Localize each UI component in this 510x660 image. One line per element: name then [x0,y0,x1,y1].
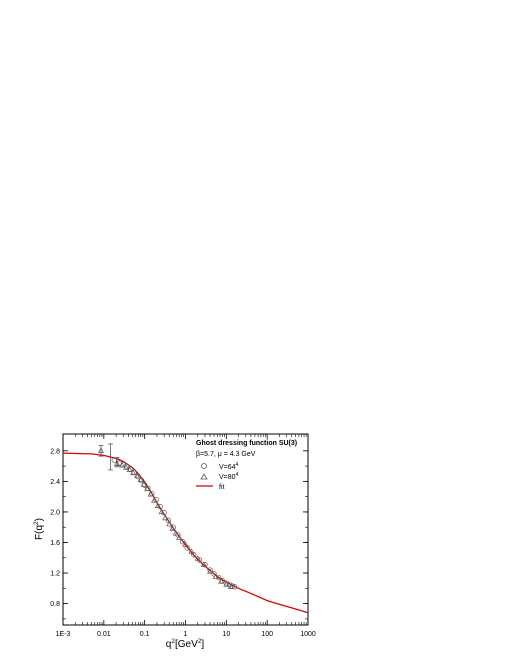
x-axis-label-sup1: 2 [171,638,175,645]
x-tick-label: 0.1 [140,631,150,638]
data-point-triangle [130,469,137,476]
data-point-triangle [144,485,151,492]
y-tick-label: 2.0 [50,509,60,516]
data-point-triangle [218,578,225,584]
legend-entry-v64-label: V=64 [219,464,236,471]
data-point-triangle [126,466,133,473]
y-axis-label: F(q2) [33,518,45,540]
data-point-triangle [162,514,169,521]
axis-ticks: 1E-3 0.01 0.1 1 10 100 1000 0.8 1.2 1.6 2.0 2.4 2.8 [50,434,316,638]
data-point-triangle [123,464,130,470]
data-markers [97,443,238,590]
data-point-circle [161,510,167,516]
data-point-circle [207,567,213,573]
y-tick-label: 2.4 [50,479,60,486]
data-point-circle [139,477,145,484]
data-point-triangle [140,481,147,487]
y-axis-label-end: ) [34,518,45,521]
x-tick-label: 0.01 [97,631,111,638]
y-tick-label: 2.8 [50,448,60,455]
x-tick-label: 1000 [300,631,316,638]
data-point-circle [170,524,176,530]
y-axis-label-base: F(q [34,525,45,540]
data-point-triangle [169,525,176,531]
data-point-triangle [207,568,214,574]
x-tick-label: 1E-3 [56,631,71,638]
fit-curve-group [62,452,309,614]
plot-frame [62,433,309,626]
x-axis-label-end: ] [201,639,204,650]
x-tick-label: 100 [261,631,273,638]
data-point-triangle [137,476,144,482]
y-axis-label-sup: 2 [33,521,40,525]
x-axis-label-base: q [166,639,172,650]
y-tick-label: 1.2 [50,571,60,578]
y-tick-label: 0.8 [50,601,60,608]
data-point-triangle [212,573,219,580]
y-tick-label: 1.6 [50,540,60,547]
data-point-triangle [158,508,165,515]
data-point-circle [211,571,217,577]
legend-triangle-marker [200,473,208,480]
data-point-triangle [147,491,154,497]
x-axis-label-sup2: 2 [198,638,202,645]
legend-entry-v80: V=804 [219,472,239,481]
data-point-circle [157,503,163,510]
data-point-triangle [227,583,234,589]
legend-entry-v80-sup: 4 [236,472,239,478]
legend: Ghost dressing function SU(3) β=5.7, μ =… [196,440,297,491]
data-point-triangle [200,561,207,567]
x-axis-label: q2[GeV2] [166,638,205,650]
data-point-circle [111,457,117,463]
legend-entry-v64-sup: 4 [236,462,239,468]
data-point-triangle [182,541,189,547]
legend-entry-v64: V=644 [219,462,239,471]
legend-entry-fit: fit [219,484,225,491]
data-point-circle [179,539,186,545]
data-point-triangle [194,555,201,561]
data-point-circle [191,552,197,558]
data-point-circle [223,580,229,586]
data-point-triangle [176,534,183,541]
fit-curve [62,452,309,614]
data-point-triangle [172,529,179,536]
legend-title: Ghost dressing function SU(3) [196,440,297,447]
legend-entry-v80-label: V=80 [219,474,236,481]
legend-circle-marker [201,463,207,469]
x-axis-label-mid: [GeV [175,639,198,650]
data-point-triangle [166,520,173,527]
x-tick-label: 10 [222,631,230,638]
data-point-triangle [188,548,195,554]
data-point-circle [216,574,222,581]
data-point-triangle [223,581,230,587]
data-point-triangle [154,502,161,508]
x-tick-label: 1 [184,631,188,638]
data-point-triangle [119,461,126,468]
data-point-triangle [151,497,158,503]
legend-subtitle: β=5.7, μ = 4.3 GeV [196,451,256,458]
data-point-triangle [134,472,141,479]
